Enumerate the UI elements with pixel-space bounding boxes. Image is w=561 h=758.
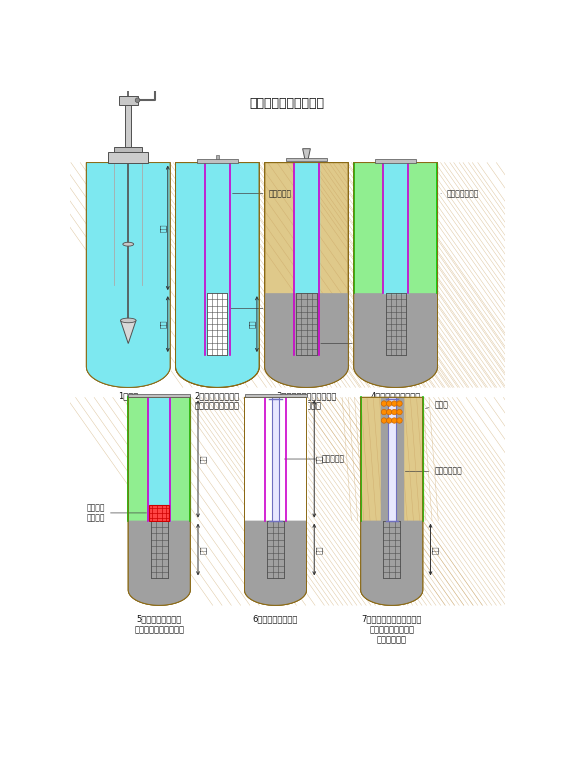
Bar — [119, 96, 137, 105]
Circle shape — [397, 418, 402, 423]
Bar — [286, 158, 327, 161]
Bar — [151, 521, 168, 578]
Polygon shape — [381, 397, 403, 521]
Circle shape — [387, 409, 392, 415]
Bar — [114, 147, 142, 152]
Text: 逆打ち支柱施工順序図: 逆打ち支柱施工順序図 — [250, 97, 325, 110]
Polygon shape — [265, 293, 348, 387]
Text: 杷部: 杷部 — [160, 320, 166, 328]
Ellipse shape — [123, 243, 134, 246]
Bar — [128, 394, 190, 397]
Text: 7．二次コンクリート及び
中詰めコンクリート
打設・埋戻し: 7．二次コンクリート及び 中詰めコンクリート 打設・埋戻し — [361, 615, 422, 644]
Text: コンクリート: コンクリート — [406, 467, 462, 476]
Polygon shape — [354, 162, 438, 293]
Text: 6．逆打ち支柱設置: 6．逆打ち支柱設置 — [253, 615, 298, 624]
Bar — [272, 397, 279, 521]
Circle shape — [392, 409, 397, 415]
Bar — [208, 293, 227, 355]
Circle shape — [381, 418, 387, 423]
Polygon shape — [176, 162, 259, 387]
Text: 1．層孔: 1．層孔 — [118, 391, 139, 400]
Circle shape — [387, 401, 392, 406]
Polygon shape — [361, 397, 423, 521]
Bar — [375, 159, 416, 162]
Polygon shape — [245, 521, 306, 606]
Text: 5．ドライアップ・
アンカーフレーム設置: 5．ドライアップ・ アンカーフレーム設置 — [134, 615, 184, 634]
Polygon shape — [302, 149, 310, 159]
Polygon shape — [361, 521, 423, 606]
Polygon shape — [149, 397, 170, 521]
Circle shape — [381, 409, 387, 415]
Polygon shape — [86, 162, 170, 387]
Circle shape — [135, 98, 140, 102]
Polygon shape — [383, 162, 408, 293]
Text: 杷部: 杷部 — [200, 455, 206, 463]
Polygon shape — [86, 162, 170, 387]
Text: ケーシング: ケーシング — [233, 189, 292, 198]
Text: 3．一次コンクリート打設
（水中打設）: 3．一次コンクリート打設 （水中打設） — [277, 391, 337, 411]
Text: 杷部: 杷部 — [316, 455, 323, 463]
Text: 埋戻し: 埋戻し — [425, 401, 448, 409]
Polygon shape — [265, 162, 348, 387]
Text: 杷部: 杷部 — [432, 545, 439, 554]
Polygon shape — [294, 162, 319, 293]
Bar — [149, 506, 169, 521]
Bar — [245, 394, 306, 397]
Polygon shape — [245, 397, 306, 521]
Text: 裏込めモルタル: 裏込めモルタル — [441, 189, 479, 198]
Bar — [388, 397, 396, 521]
Bar — [125, 105, 131, 147]
Bar — [108, 152, 149, 162]
Text: 逆打ち支柱: 逆打ち支柱 — [284, 455, 345, 464]
Bar — [267, 521, 284, 578]
Text: 杷部: 杷部 — [249, 320, 255, 328]
Text: 2．ケーシング設置
（杷部鉄筋を含む）: 2．ケーシング設置 （杷部鉄筋を含む） — [195, 391, 240, 411]
Bar — [296, 293, 316, 355]
Circle shape — [392, 401, 397, 406]
Circle shape — [387, 418, 392, 423]
Bar — [197, 159, 237, 162]
Text: 杷部: 杷部 — [316, 545, 323, 554]
Text: 杷部: 杷部 — [200, 545, 206, 554]
Ellipse shape — [121, 318, 136, 323]
Text: 4．ケーシング裏込め
モルタル打設: 4．ケーシング裏込め モルタル打設 — [370, 391, 421, 411]
Polygon shape — [176, 162, 259, 387]
Bar — [216, 155, 219, 159]
Circle shape — [392, 418, 397, 423]
Text: アンカー
フレーム: アンカー フレーム — [86, 503, 146, 522]
Polygon shape — [128, 521, 190, 606]
Bar — [383, 521, 401, 578]
Polygon shape — [245, 397, 306, 606]
Text: 杷部: 杷部 — [160, 224, 166, 232]
Polygon shape — [128, 397, 190, 521]
Polygon shape — [128, 397, 190, 606]
Circle shape — [397, 409, 402, 415]
Polygon shape — [354, 162, 438, 387]
Polygon shape — [361, 397, 423, 606]
Polygon shape — [121, 321, 136, 343]
Text: 杷部鉄筋: 杷部鉄筋 — [231, 304, 287, 313]
Text: コンクリート: コンクリート — [321, 339, 385, 348]
Polygon shape — [354, 293, 438, 387]
Circle shape — [397, 401, 402, 406]
Circle shape — [381, 401, 387, 406]
Bar — [385, 293, 406, 355]
